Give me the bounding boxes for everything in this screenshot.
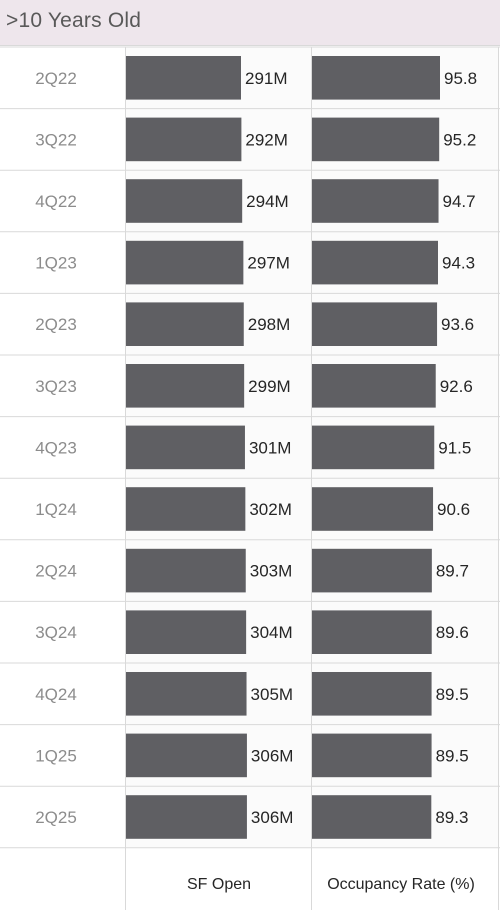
sf-open-value-label: 305M — [251, 685, 294, 704]
occupancy-bar — [312, 548, 432, 593]
occupancy-value-label: 95.8 — [444, 69, 477, 88]
occupancy-value-label: 90.6 — [437, 500, 470, 519]
occupancy-bar — [312, 672, 432, 716]
sf-open-bar — [126, 548, 246, 593]
row-label: 1Q23 — [35, 254, 77, 273]
sf-open-bar — [126, 179, 243, 223]
occupancy-bar — [312, 302, 438, 346]
sf-open-value-label: 299M — [248, 377, 291, 396]
row-label: 2Q24 — [35, 562, 77, 581]
row-label: 3Q23 — [35, 377, 77, 396]
row-label: 1Q25 — [35, 746, 77, 765]
occupancy-value-label: 94.7 — [443, 192, 476, 211]
sf-open-value-label: 306M — [251, 808, 294, 827]
occupancy-axis-title: Occupancy Rate (%) — [327, 876, 475, 893]
occupancy-value-label: 89.6 — [436, 623, 469, 642]
sf-open-bar — [126, 56, 241, 100]
sf-open-bar — [126, 610, 247, 654]
sf-open-value-label: 297M — [247, 254, 290, 273]
sf-open-value-label: 304M — [250, 623, 293, 642]
occupancy-value-label: 89.3 — [435, 808, 468, 827]
occupancy-bar — [312, 610, 432, 654]
sf-open-value-label: 298M — [248, 315, 291, 334]
occupancy-value-label: 89.5 — [436, 685, 469, 704]
sf-open-axis-title: SF Open — [187, 876, 251, 893]
occupancy-bar — [312, 733, 432, 778]
sf-open-bar — [126, 487, 246, 531]
sf-open-value-label: 302M — [249, 500, 292, 519]
sf-open-bar — [126, 364, 245, 408]
row-label: 4Q22 — [35, 192, 77, 211]
row-label: 1Q24 — [35, 500, 77, 519]
row-label: 3Q24 — [35, 623, 77, 642]
sf-open-bar — [126, 672, 247, 716]
sf-open-value-label: 306M — [251, 746, 294, 765]
occupancy-bar — [312, 487, 434, 531]
row-label: 2Q23 — [35, 315, 77, 334]
occupancy-bar — [312, 795, 432, 839]
sf-open-value-label: 301M — [249, 438, 292, 457]
occupancy-bar — [312, 179, 439, 223]
row-label: 4Q23 — [35, 438, 77, 457]
sf-open-bar — [126, 425, 245, 470]
occupancy-value-label: 89.7 — [436, 562, 469, 581]
occupancy-bar — [312, 240, 438, 285]
row-label: 3Q22 — [35, 130, 77, 149]
occupancy-value-label: 95.2 — [443, 130, 476, 149]
sf-open-value-label: 303M — [250, 562, 293, 581]
header-band: >10 Years Old — [0, 0, 500, 46]
header-title: >10 Years Old — [6, 9, 142, 32]
row-label: 2Q25 — [35, 808, 77, 827]
occupancy-value-label: 91.5 — [438, 438, 471, 457]
sf-open-value-label: 292M — [245, 130, 288, 149]
sf-open-value-label: 291M — [245, 69, 288, 88]
occupancy-value-label: 93.6 — [441, 315, 474, 334]
occupancy-bar — [312, 364, 436, 408]
occupancy-bar — [312, 117, 440, 162]
sf-open-bar — [126, 240, 244, 285]
sf-open-bar — [126, 302, 244, 346]
occupancy-value-label: 89.5 — [436, 746, 469, 765]
occupancy-bar — [312, 56, 440, 100]
sf-open-bar — [126, 733, 247, 778]
sf-open-bar — [126, 795, 247, 839]
sf-open-bar — [126, 117, 242, 162]
row-label: 2Q22 — [35, 69, 77, 88]
occupancy-value-label: 94.3 — [442, 254, 475, 273]
sf-open-value-label: 294M — [246, 192, 289, 211]
row-label: 4Q24 — [35, 685, 77, 704]
occupancy-value-label: 92.6 — [440, 377, 473, 396]
occupancy-bar — [312, 425, 435, 470]
